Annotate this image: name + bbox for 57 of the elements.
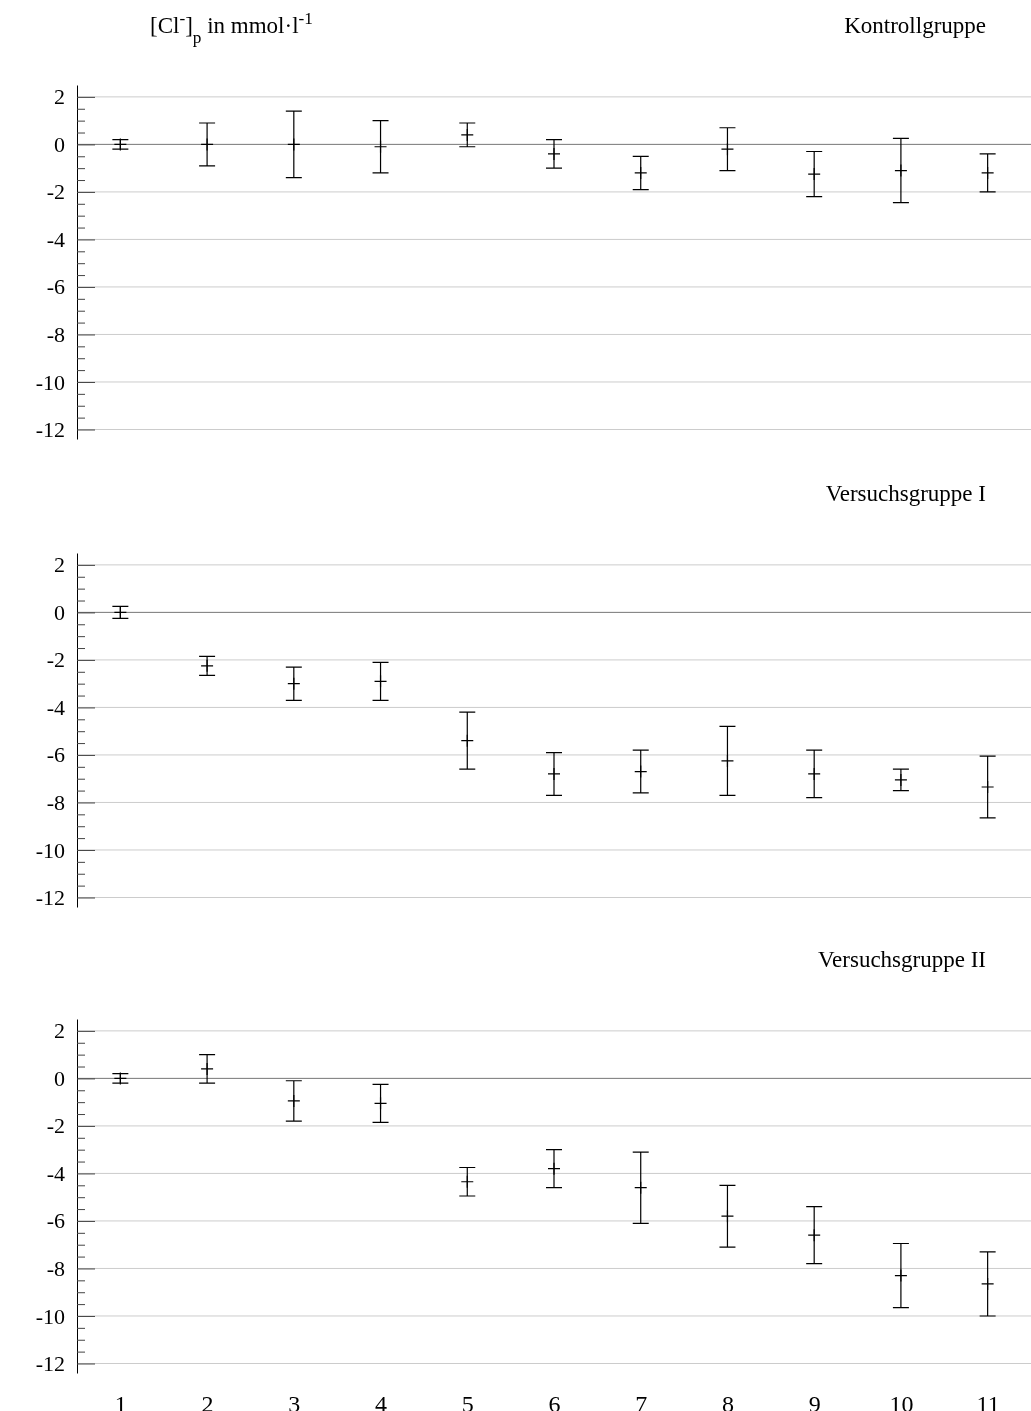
- y-axis-title: [Cl$^{-}$]$_{p}$ in mmol·l$^{-1}$: [150, 8, 313, 47]
- y-tick-label: -4: [46, 1160, 65, 1186]
- point: [634, 166, 648, 180]
- point: [720, 142, 735, 156]
- chart-title: Versuchsgruppe I: [825, 481, 986, 506]
- y-tick-label: -8: [46, 790, 65, 815]
- point: [547, 147, 561, 161]
- y-tick-label: 2: [54, 84, 65, 110]
- chart-title: Kontrollgruppe: [844, 13, 986, 38]
- chart-title: Versuchsgruppe II: [818, 947, 986, 972]
- y-tick-label: 2: [54, 552, 65, 578]
- point: [720, 1209, 735, 1223]
- point: [373, 1096, 388, 1110]
- point: [460, 1175, 474, 1189]
- point: [200, 1062, 214, 1076]
- point: [287, 137, 301, 151]
- point: [460, 734, 474, 748]
- y-tick-label: -8: [46, 1256, 65, 1281]
- point: [634, 764, 648, 779]
- point: [807, 167, 821, 181]
- y-tick-label: -12: [35, 885, 65, 911]
- y-tick-label: -6: [46, 742, 65, 768]
- point: [807, 1228, 821, 1242]
- point: [807, 767, 821, 781]
- y-tick-label: -12: [35, 1351, 65, 1377]
- point: [981, 780, 995, 794]
- y-tick-label: 0: [54, 1065, 65, 1091]
- point: [894, 163, 908, 178]
- y-tick-label: -8: [46, 322, 65, 347]
- y-tick-label: -2: [46, 647, 65, 673]
- y-tick-label: -6: [46, 274, 65, 300]
- point: [547, 767, 561, 781]
- point: [373, 674, 388, 688]
- point: [373, 140, 388, 154]
- point: [981, 1277, 995, 1291]
- y-tick-label: -10: [35, 1303, 65, 1329]
- y-tick-label: -12: [35, 417, 65, 443]
- point: [287, 1094, 301, 1108]
- point: [894, 773, 908, 787]
- y-tick-label: 2: [54, 1018, 65, 1044]
- y-tick-label: 0: [54, 131, 65, 157]
- point: [200, 137, 214, 151]
- point: [981, 166, 995, 180]
- point: [894, 1268, 908, 1283]
- y-tick-label: -2: [46, 179, 65, 205]
- y-tick-label: -2: [46, 1113, 65, 1139]
- y-tick-label: -10: [35, 369, 65, 395]
- point: [547, 1162, 561, 1176]
- y-tick-label: 0: [54, 599, 65, 625]
- point: [720, 754, 735, 768]
- point: [287, 677, 301, 691]
- y-tick-label: -4: [46, 694, 65, 720]
- point: [634, 1181, 648, 1195]
- y-tick-label: -4: [46, 226, 65, 252]
- y-tick-label: -10: [35, 837, 65, 863]
- y-tick-label: -6: [46, 1208, 65, 1234]
- point: [460, 128, 474, 142]
